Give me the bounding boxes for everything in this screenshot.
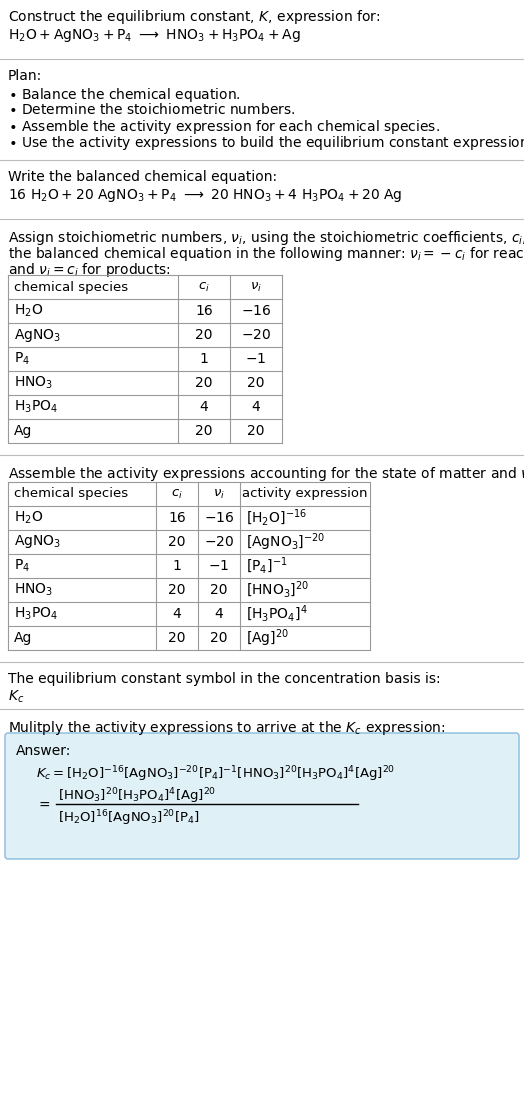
Text: $\nu_i$: $\nu_i$ bbox=[213, 487, 225, 501]
Text: 20: 20 bbox=[247, 424, 265, 438]
Text: $[\mathrm{P_4}]^{-1}$: $[\mathrm{P_4}]^{-1}$ bbox=[246, 556, 288, 576]
Text: 1: 1 bbox=[200, 352, 209, 366]
Text: chemical species: chemical species bbox=[14, 281, 128, 294]
Text: $\mathrm{AgNO_3}$: $\mathrm{AgNO_3}$ bbox=[14, 326, 61, 344]
Bar bbox=[8, 275, 282, 443]
Text: $\mathrm{P_4}$: $\mathrm{P_4}$ bbox=[14, 350, 30, 367]
Text: $\mathrm{H_3PO_4}$: $\mathrm{H_3PO_4}$ bbox=[14, 606, 58, 622]
Text: the balanced chemical equation in the following manner: $\nu_i = -c_i$ for react: the balanced chemical equation in the fo… bbox=[8, 245, 524, 263]
Text: The equilibrium constant symbol in the concentration basis is:: The equilibrium constant symbol in the c… bbox=[8, 672, 441, 686]
Text: $16\ \mathrm{H_2O + 20\ AgNO_3 + P_4\ \longrightarrow\ 20\ HNO_3 + 4\ H_3PO_4 + : $16\ \mathrm{H_2O + 20\ AgNO_3 + P_4\ \l… bbox=[8, 187, 402, 204]
Text: $c_i$: $c_i$ bbox=[171, 487, 183, 501]
Text: $\mathrm{HNO_3}$: $\mathrm{HNO_3}$ bbox=[14, 375, 53, 391]
Text: 4: 4 bbox=[215, 607, 223, 621]
Text: $-20$: $-20$ bbox=[204, 535, 234, 549]
Text: 20: 20 bbox=[168, 631, 185, 645]
Text: Assemble the activity expressions accounting for the state of matter and $\nu_i$: Assemble the activity expressions accoun… bbox=[8, 465, 524, 483]
Text: 20: 20 bbox=[195, 376, 213, 390]
Text: 20: 20 bbox=[195, 328, 213, 343]
Text: $[\mathrm{H_2O}]^{-16}$: $[\mathrm{H_2O}]^{-16}$ bbox=[246, 508, 307, 528]
FancyBboxPatch shape bbox=[5, 733, 519, 859]
Text: Ag: Ag bbox=[14, 631, 32, 645]
Text: 4: 4 bbox=[172, 607, 181, 621]
Text: Assign stoichiometric numbers, $\nu_i$, using the stoichiometric coefficients, $: Assign stoichiometric numbers, $\nu_i$, … bbox=[8, 229, 524, 248]
Bar bbox=[8, 482, 370, 650]
Text: 20: 20 bbox=[210, 583, 228, 597]
Text: 20: 20 bbox=[247, 376, 265, 390]
Text: $[\mathrm{H_2O}]^{16}[\mathrm{AgNO_3}]^{20}[\mathrm{P_4}]$: $[\mathrm{H_2O}]^{16}[\mathrm{AgNO_3}]^{… bbox=[58, 808, 200, 828]
Text: 20: 20 bbox=[168, 535, 185, 549]
Text: 20: 20 bbox=[168, 583, 185, 597]
Text: Plan:: Plan: bbox=[8, 69, 42, 83]
Text: 20: 20 bbox=[195, 424, 213, 438]
Text: $[\mathrm{AgNO_3}]^{-20}$: $[\mathrm{AgNO_3}]^{-20}$ bbox=[246, 532, 325, 552]
Text: $\mathrm{HNO_3}$: $\mathrm{HNO_3}$ bbox=[14, 582, 53, 598]
Text: 1: 1 bbox=[172, 559, 181, 573]
Text: chemical species: chemical species bbox=[14, 487, 128, 501]
Text: $-1$: $-1$ bbox=[245, 352, 267, 366]
Text: $-1$: $-1$ bbox=[209, 559, 230, 573]
Text: $\mathrm{P_4}$: $\mathrm{P_4}$ bbox=[14, 558, 30, 575]
Text: Ag: Ag bbox=[14, 424, 32, 438]
Text: $-16$: $-16$ bbox=[204, 511, 234, 525]
Text: $[\mathrm{HNO_3}]^{20}[\mathrm{H_3PO_4}]^{4}[\mathrm{Ag}]^{20}$: $[\mathrm{HNO_3}]^{20}[\mathrm{H_3PO_4}]… bbox=[58, 786, 216, 806]
Text: $-16$: $-16$ bbox=[241, 304, 271, 318]
Text: $\bullet$ Balance the chemical equation.: $\bullet$ Balance the chemical equation. bbox=[8, 86, 241, 104]
Text: $\nu_i$: $\nu_i$ bbox=[250, 281, 262, 294]
Text: $\bullet$ Assemble the activity expression for each chemical species.: $\bullet$ Assemble the activity expressi… bbox=[8, 118, 440, 136]
Text: 4: 4 bbox=[252, 400, 260, 414]
Text: 16: 16 bbox=[195, 304, 213, 318]
Text: Answer:: Answer: bbox=[16, 744, 71, 758]
Text: $\mathrm{H_2O + AgNO_3 + P_4\ \longrightarrow\ HNO_3 + H_3PO_4 + Ag}$: $\mathrm{H_2O + AgNO_3 + P_4\ \longright… bbox=[8, 27, 301, 44]
Text: activity expression: activity expression bbox=[242, 487, 368, 501]
Text: $K_c$: $K_c$ bbox=[8, 690, 24, 705]
Text: $[\mathrm{HNO_3}]^{20}$: $[\mathrm{HNO_3}]^{20}$ bbox=[246, 580, 309, 600]
Text: $\mathrm{AgNO_3}$: $\mathrm{AgNO_3}$ bbox=[14, 534, 61, 550]
Text: 16: 16 bbox=[168, 511, 186, 525]
Text: $c_i$: $c_i$ bbox=[198, 281, 210, 294]
Text: $\mathrm{H_3PO_4}$: $\mathrm{H_3PO_4}$ bbox=[14, 399, 58, 415]
Text: $[\mathrm{Ag}]^{20}$: $[\mathrm{Ag}]^{20}$ bbox=[246, 628, 289, 649]
Text: $-20$: $-20$ bbox=[241, 328, 271, 343]
Text: and $\nu_i = c_i$ for products:: and $\nu_i = c_i$ for products: bbox=[8, 261, 171, 278]
Text: $\bullet$ Determine the stoichiometric numbers.: $\bullet$ Determine the stoichiometric n… bbox=[8, 102, 296, 117]
Text: Write the balanced chemical equation:: Write the balanced chemical equation: bbox=[8, 170, 277, 185]
Text: $\bullet$ Use the activity expressions to build the equilibrium constant express: $\bullet$ Use the activity expressions t… bbox=[8, 134, 524, 152]
Text: Construct the equilibrium constant, $K$, expression for:: Construct the equilibrium constant, $K$,… bbox=[8, 8, 380, 27]
Text: Mulitply the activity expressions to arrive at the $K_c$ expression:: Mulitply the activity expressions to arr… bbox=[8, 719, 445, 737]
Text: $\mathrm{H_2O}$: $\mathrm{H_2O}$ bbox=[14, 303, 43, 319]
Text: 20: 20 bbox=[210, 631, 228, 645]
Text: $\mathrm{H_2O}$: $\mathrm{H_2O}$ bbox=[14, 509, 43, 526]
Text: $[\mathrm{H_3PO_4}]^{4}$: $[\mathrm{H_3PO_4}]^{4}$ bbox=[246, 603, 308, 624]
Text: $K_c = [\mathrm{H_2O}]^{-16}[\mathrm{AgNO_3}]^{-20}[\mathrm{P_4}]^{-1}[\mathrm{H: $K_c = [\mathrm{H_2O}]^{-16}[\mathrm{AgN… bbox=[36, 764, 395, 783]
Text: 4: 4 bbox=[200, 400, 209, 414]
Text: $=$: $=$ bbox=[36, 797, 51, 811]
